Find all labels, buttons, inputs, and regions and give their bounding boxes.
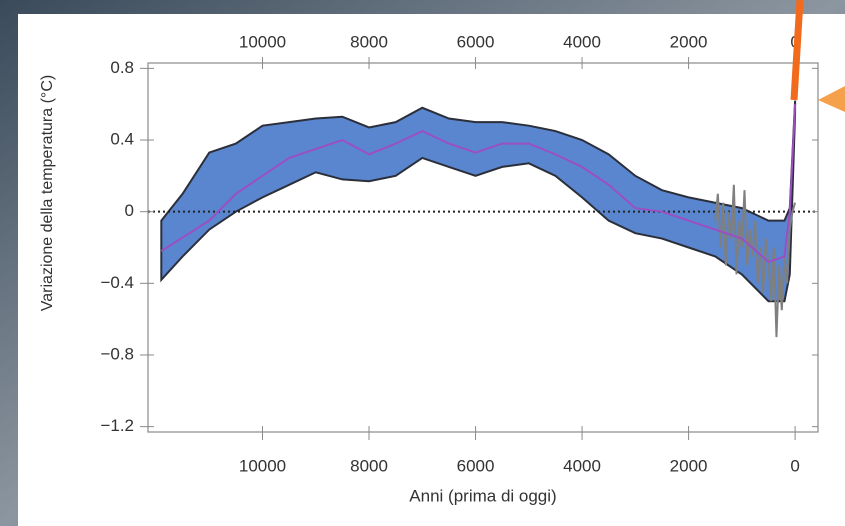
x-tick-label: 0	[790, 456, 799, 475]
x-tick-label: 6000	[457, 456, 495, 475]
x-tick-label-top: 10000	[239, 32, 286, 51]
x-tick-label: 10000	[239, 456, 286, 475]
y-tick-label: 0.8	[110, 58, 134, 77]
x-tick-label-top: 6000	[457, 32, 495, 51]
y-tick-label: −0.4	[100, 273, 134, 292]
x-tick-label-top: 2000	[670, 32, 708, 51]
x-axis-label: Anni (prima di oggi)	[409, 486, 556, 505]
x-tick-label: 2000	[670, 456, 708, 475]
series-line	[714, 184, 797, 338]
x-tick-label-top: 8000	[350, 32, 388, 51]
highlight-line	[790, 0, 804, 101]
pointer-arrow	[818, 86, 845, 112]
y-axis-label: Variazione della temperatura (°C)	[39, 75, 56, 311]
y-tick-label: 0	[125, 201, 134, 220]
series-line	[160, 104, 797, 263]
y-tick-label: −1.2	[100, 416, 134, 435]
y-tick-label: 0.4	[110, 130, 134, 149]
plot-frame	[147, 62, 819, 433]
x-tick-label-top: 4000	[563, 32, 601, 51]
y-tick-label: −0.8	[100, 344, 134, 363]
x-tick-label: 4000	[563, 456, 601, 475]
chart-panel	[18, 14, 845, 526]
x-tick-label: 8000	[350, 456, 388, 475]
